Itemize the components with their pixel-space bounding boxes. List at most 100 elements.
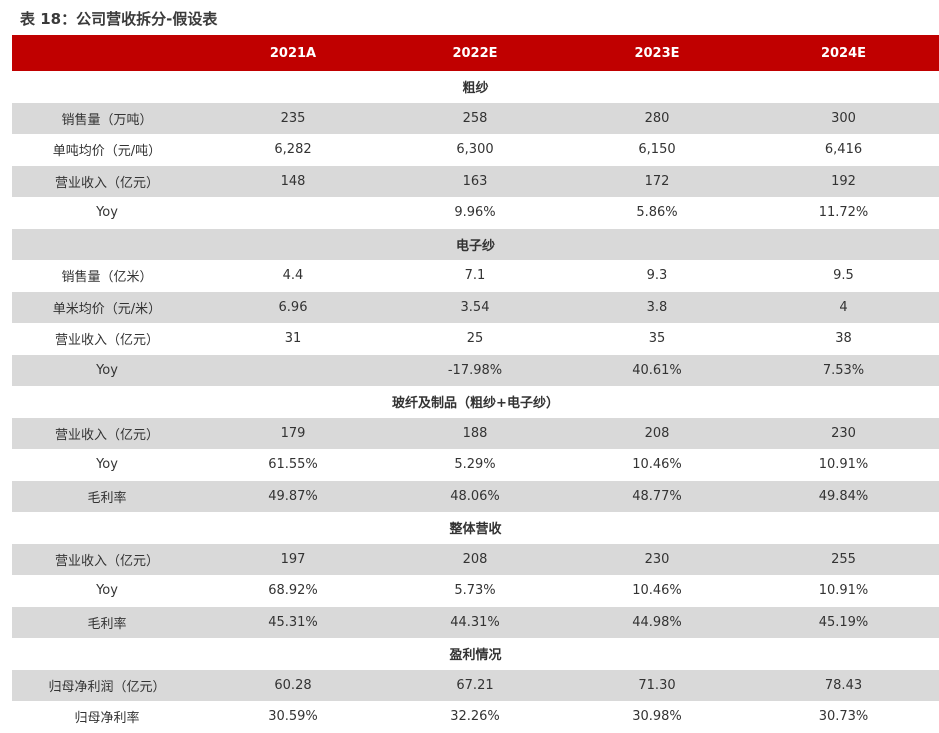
row-label: 营业收入（亿元） [54, 333, 159, 349]
assumption-table: 2021A 2022E 2023E 2024E 粗纱 销售量（万吨） 235 2… [12, 35, 939, 733]
table-cell: 7.53% [822, 362, 865, 378]
row-label: Yoy [96, 205, 118, 221]
table-row: 销售量（万吨） 235 258 280 300 [12, 102, 939, 134]
section-heading: 整体营收 [449, 522, 502, 538]
table-row: Yoy 61.55% 5.29% 10.46% 10.91% [12, 449, 939, 481]
table-cell: 208 [462, 551, 488, 567]
table-row: 单米均价（元/米） 6.96 3.54 3.8 4 [12, 291, 939, 323]
table-cell: 6,282 [274, 142, 312, 158]
table-cell: 78.43 [824, 677, 863, 693]
row-label: 毛利率 [87, 490, 127, 506]
table-title: 表 18：公司营收拆分-假设表 [20, 10, 218, 28]
table-cell: 163 [462, 173, 488, 189]
table-row: 归母净利率 30.59% 32.26% 30.98% 30.73% [12, 701, 939, 733]
header-cell-year: 2024E [820, 45, 867, 61]
row-label: 毛利率 [87, 616, 127, 632]
table-cell: 197 [280, 551, 306, 567]
row-label: 归母净利润（亿元） [48, 679, 166, 695]
table-cell: 30.59% [268, 709, 318, 725]
table-row: 单吨均价（元/吨） 6,282 6,300 6,150 6,416 [12, 134, 939, 166]
table-cell: 10.46% [632, 583, 682, 599]
row-label: 销售量（亿米） [61, 270, 153, 286]
table-cell: 30.98% [632, 709, 682, 725]
table-cell: 10.46% [632, 457, 682, 473]
table-cell: 4 [839, 299, 848, 315]
section-heading: 电子纱 [12, 228, 939, 260]
table-cell: 179 [280, 425, 306, 441]
table-row: 营业收入（亿元） 148 163 172 192 [12, 165, 939, 197]
table-cell: 5.73% [454, 583, 496, 599]
row-label: Yoy [96, 583, 118, 599]
table-row: 营业收入（亿元） 31 25 35 38 [12, 323, 939, 355]
row-label: 单米均价（元/米） [52, 301, 162, 317]
table-cell: 6,300 [456, 142, 494, 158]
row-label: 归母净利率 [74, 711, 140, 727]
table-cell: -17.98% [447, 362, 503, 378]
table-cell: 9.96% [454, 205, 496, 221]
table-row: 营业收入（亿元） 197 208 230 255 [12, 543, 939, 575]
table-row: 毛利率 45.31% 44.31% 44.98% 45.19% [12, 606, 939, 638]
table-cell: 5.86% [636, 205, 678, 221]
header-cell-year: 2022E [452, 45, 498, 61]
table-cell: 230 [644, 551, 670, 567]
table-cell: 3.8 [646, 299, 668, 315]
table-cell: 188 [462, 425, 488, 441]
table-cell: 44.98% [632, 614, 682, 630]
table-cell: 48.77% [632, 488, 682, 504]
table-cell: 25 [466, 331, 484, 347]
table-cell: 68.92% [268, 583, 318, 599]
table-cell: 38 [835, 331, 852, 347]
header-cell-year: 2021A [269, 45, 317, 61]
table-cell: 60.28 [274, 677, 312, 693]
table-cell: 32.26% [450, 709, 500, 725]
table-cell: 208 [644, 425, 670, 441]
table-cell: 280 [644, 110, 670, 126]
table-row: 归母净利润（亿元） 60.28 67.21 71.30 78.43 [12, 669, 939, 701]
table-cell: 45.31% [268, 614, 318, 630]
section-heading: 盈利情况 [449, 648, 502, 664]
table-cell: 35 [648, 331, 666, 347]
table-cell: 192 [831, 173, 856, 189]
section-heading: 玻纤及制品（粗纱+电子纱） [392, 396, 559, 412]
row-label: Yoy [96, 362, 118, 378]
table-cell: 172 [644, 173, 670, 189]
table-cell: 44.31% [450, 614, 500, 630]
row-label: 营业收入（亿元） [54, 427, 159, 443]
table-row: Yoy -17.98% 40.61% 7.53% [12, 354, 939, 386]
table-cell: 48.06% [450, 488, 500, 504]
table-header-row: 2021A 2022E 2023E 2024E [12, 35, 939, 71]
table-cell: 235 [280, 110, 306, 126]
table-cell: 40.61% [632, 362, 682, 378]
table-cell: 6.96 [278, 299, 308, 315]
table-row: 销售量（亿米） 4.4 7.1 9.3 9.5 [12, 260, 939, 292]
table-cell: 9.3 [646, 268, 668, 284]
table-cell: 45.19% [818, 614, 869, 630]
table-cell: 49.84% [818, 488, 869, 504]
row-label: Yoy [96, 457, 118, 473]
table-cell: 255 [831, 551, 856, 567]
table-cell: 49.87% [268, 488, 318, 504]
table-row: 营业收入（亿元） 179 188 208 230 [12, 417, 939, 449]
table-cell: 71.30 [638, 677, 676, 693]
table-cell: 30.73% [818, 709, 869, 725]
table-cell: 10.91% [818, 583, 869, 599]
table-cell: 230 [831, 425, 856, 441]
table-cell: 5.29% [454, 457, 496, 473]
section-heading: 粗纱 [462, 81, 489, 97]
table-cell: 6,416 [824, 142, 863, 158]
table-cell: 10.91% [818, 457, 869, 473]
row-label: 营业收入（亿元） [54, 175, 159, 191]
table-row: Yoy 9.96% 5.86% 11.72% [12, 197, 939, 229]
table-cell: 31 [284, 331, 302, 347]
table-cell: 6,150 [638, 142, 676, 158]
table-row: Yoy 68.92% 5.73% 10.46% 10.91% [12, 575, 939, 607]
table-cell: 148 [280, 173, 306, 189]
table-cell: 61.55% [268, 457, 318, 473]
row-label: 单吨均价（元/吨） [52, 144, 162, 160]
header-cell-year: 2023E [634, 45, 680, 61]
table-cell: 258 [462, 110, 488, 126]
table-cell: 7.1 [464, 268, 486, 284]
row-label: 营业收入（亿元） [54, 553, 159, 569]
row-label: 销售量（万吨） [61, 112, 153, 128]
table-cell: 67.21 [456, 677, 494, 693]
